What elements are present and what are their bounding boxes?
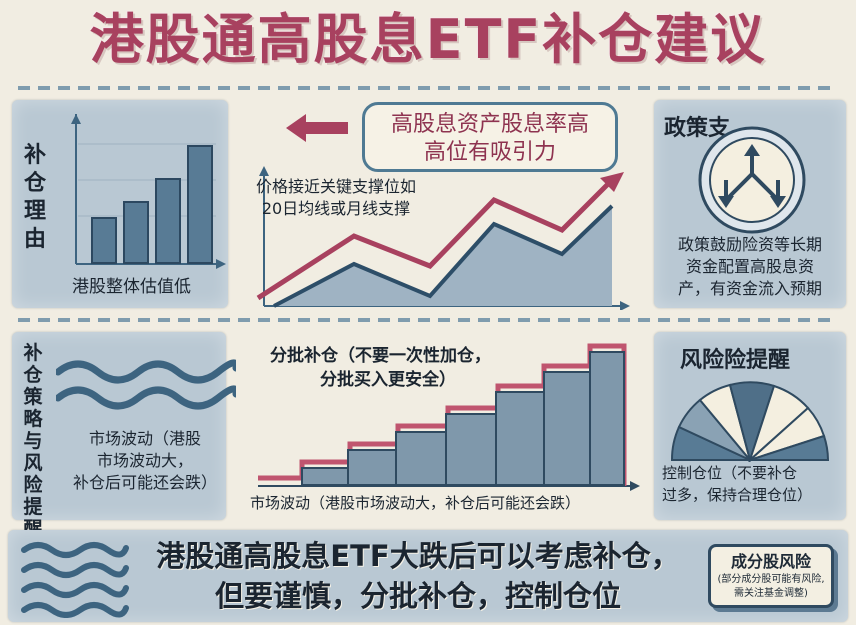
arrows-up-down-icon bbox=[698, 126, 806, 234]
center-bottom-chart: 分批补仓（不要一次性加仓， 分批买入更安全） 市场波动（港股市场波动大，补仓后可… bbox=[250, 330, 640, 520]
risk-panel: 风险险提醒 控制仓位（不要补仓 过多，保持合理仓位） bbox=[654, 332, 846, 520]
half-pie-gauge-icon bbox=[670, 381, 830, 462]
reason-vertical-label: 补仓理由 bbox=[23, 143, 46, 252]
batch-heading: 分批补仓（不要一次性加仓， 分批买入更安全） bbox=[270, 346, 491, 390]
bottom-message: 港股通高股息ETF大跌后可以考虑补仓， 但要谨慎，分批补仓，控制仓位 bbox=[156, 539, 680, 613]
arrow-left-icon bbox=[286, 114, 348, 142]
speech-line-2: 高位有吸引力 bbox=[423, 140, 556, 165]
wave-icon bbox=[56, 359, 236, 410]
bottom-banner: 港股通高股息ETF大跌后可以考虑补仓， 但要谨慎，分批补仓，控制仓位 成分股风险… bbox=[8, 530, 848, 622]
wave-icon bbox=[21, 542, 129, 618]
strategy-text: 市场波动（港股 市场波动大， 补仓后可能还会跌） bbox=[72, 429, 217, 492]
reason-panel: 补仓理由 港股整体估值低 bbox=[12, 100, 228, 308]
constituent-risk-box: 成分股风险 (部分成分股可能有风险, 需关注基金调整) bbox=[708, 544, 834, 608]
divider bbox=[18, 86, 838, 90]
center-top-chart: 高股息资产股息率高 高位有吸引力 价格接近关键支撑位如 20日均线或月线支撑 bbox=[250, 96, 630, 310]
policy-text: 政策鼓励险资等长期 资金配置高股息资 产，有资金流入预期 bbox=[677, 235, 822, 298]
speech-bubble: 高股息资产股息率高 高位有吸引力 bbox=[362, 102, 618, 172]
strategy-vertical-label: 补仓策略与风险提醒 bbox=[23, 342, 43, 540]
risk-text: 控制仓位（不要补仓 过多，保持合理仓位） bbox=[662, 464, 813, 504]
page-title: 港股通高股息ETF补仓建议 bbox=[89, 8, 767, 71]
strategy-panel: 补仓策略与风险提醒 市场波动（港股 市场波动大， 补仓后可能还会跌） bbox=[12, 332, 236, 540]
support-text: 价格接近关键支撑位如 20日均线或月线支撑 bbox=[256, 177, 417, 218]
divider bbox=[18, 318, 838, 322]
constituent-risk-title: 成分股风险 bbox=[730, 552, 811, 571]
risk-title: 风险险提醒 bbox=[680, 348, 791, 373]
policy-panel: 政策支 政策鼓励险资等长期 资金配置高股息资 产，有资金流入预期 bbox=[654, 100, 846, 308]
policy-title: 政策支 bbox=[664, 116, 731, 141]
bar-chart-icon bbox=[71, 114, 226, 269]
step-chart-icon bbox=[258, 343, 640, 491]
batch-caption: 市场波动（港股市场波动大，补仓后可能还会跌） bbox=[250, 494, 581, 512]
reason-caption: 港股整体估值低 bbox=[72, 277, 191, 297]
line-chart-icon bbox=[256, 114, 630, 310]
speech-line-1: 高股息资产股息率高 bbox=[390, 112, 589, 137]
